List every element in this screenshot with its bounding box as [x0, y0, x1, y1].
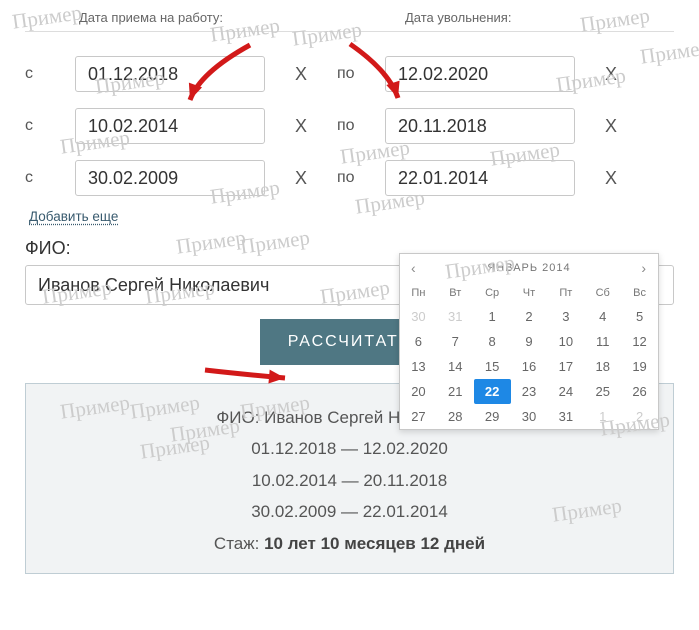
- calendar-day[interactable]: 30: [511, 404, 548, 429]
- calendar-dow: Сб: [584, 282, 621, 304]
- calendar-day[interactable]: 25: [584, 379, 621, 404]
- clear-from-button[interactable]: X: [265, 168, 337, 189]
- calendar-day[interactable]: 6: [400, 329, 437, 354]
- date-row: сXпоX: [25, 52, 674, 96]
- calendar-day[interactable]: 26: [621, 379, 658, 404]
- calendar-day[interactable]: 9: [511, 329, 548, 354]
- label-to: по: [337, 117, 385, 135]
- date-to-input[interactable]: [385, 56, 575, 92]
- calendar-day[interactable]: 1: [474, 304, 511, 329]
- date-row: сXпоX: [25, 104, 674, 148]
- calendar-day[interactable]: 18: [584, 354, 621, 379]
- result-stazh-label: Стаж:: [214, 534, 264, 553]
- calendar-day[interactable]: 31: [547, 404, 584, 429]
- clear-from-button[interactable]: X: [265, 116, 337, 137]
- calendar-day[interactable]: 20: [400, 379, 437, 404]
- date-to-input[interactable]: [385, 160, 575, 196]
- calendar-day[interactable]: 8: [474, 329, 511, 354]
- header-hire-date: Дата приема на работу:: [25, 10, 335, 25]
- date-picker-popup: ‹ ЯНВАРЬ 2014 › ПнВтСрЧтПтСбВс3031123456…: [399, 253, 659, 430]
- calendar-day[interactable]: 3: [547, 304, 584, 329]
- calendar-day[interactable]: 13: [400, 354, 437, 379]
- label-to: по: [337, 169, 385, 187]
- calendar-dow: Чт: [511, 282, 548, 304]
- result-range-2: 10.02.2014 — 20.11.2018: [36, 465, 663, 496]
- calendar-day[interactable]: 2: [621, 404, 658, 429]
- label-to: по: [337, 65, 385, 83]
- calendar-day[interactable]: 4: [584, 304, 621, 329]
- calendar-day[interactable]: 14: [437, 354, 474, 379]
- label-from: с: [25, 169, 75, 187]
- calendar-day[interactable]: 27: [400, 404, 437, 429]
- result-stazh-value: 10 лет 10 месяцев 12 дней: [264, 534, 485, 553]
- calendar-day[interactable]: 31: [437, 304, 474, 329]
- calendar-dow: Вт: [437, 282, 474, 304]
- date-from-input[interactable]: [75, 108, 265, 144]
- result-range-3: 30.02.2009 — 22.01.2014: [36, 496, 663, 527]
- calendar-dow: Ср: [474, 282, 511, 304]
- calendar-day[interactable]: 29: [474, 404, 511, 429]
- calendar-dow: Пн: [400, 282, 437, 304]
- calendar-title: ЯНВАРЬ 2014: [422, 262, 637, 274]
- result-fio-label: ФИО:: [216, 408, 264, 427]
- calendar-day[interactable]: 23: [511, 379, 548, 404]
- clear-from-button[interactable]: X: [265, 64, 337, 85]
- header-fire-date: Дата увольнения:: [335, 10, 511, 25]
- calendar-next[interactable]: ›: [636, 258, 652, 278]
- calendar-day[interactable]: 24: [547, 379, 584, 404]
- calendar-day[interactable]: 7: [437, 329, 474, 354]
- date-from-input[interactable]: [75, 160, 265, 196]
- date-from-input[interactable]: [75, 56, 265, 92]
- add-more-link[interactable]: Добавить еще: [29, 209, 118, 224]
- label-from: с: [25, 65, 75, 83]
- calendar-dow: Вс: [621, 282, 658, 304]
- calendar-day[interactable]: 19: [621, 354, 658, 379]
- clear-to-button[interactable]: X: [575, 64, 647, 85]
- date-to-input[interactable]: [385, 108, 575, 144]
- calendar-day[interactable]: 22: [474, 379, 511, 404]
- clear-to-button[interactable]: X: [575, 116, 647, 137]
- calendar-day[interactable]: 17: [547, 354, 584, 379]
- calendar-day[interactable]: 2: [511, 304, 548, 329]
- result-range-1: 01.12.2018 — 12.02.2020: [36, 433, 663, 464]
- calendar-day[interactable]: 28: [437, 404, 474, 429]
- calendar-day[interactable]: 15: [474, 354, 511, 379]
- calendar-day[interactable]: 12: [621, 329, 658, 354]
- date-row: сXпоX: [25, 156, 674, 200]
- calendar-day[interactable]: 1: [584, 404, 621, 429]
- label-from: с: [25, 117, 75, 135]
- calendar-prev[interactable]: ‹: [406, 258, 422, 278]
- calendar-day[interactable]: 30: [400, 304, 437, 329]
- calendar-day[interactable]: 10: [547, 329, 584, 354]
- clear-to-button[interactable]: X: [575, 168, 647, 189]
- calendar-day[interactable]: 11: [584, 329, 621, 354]
- calendar-day[interactable]: 5: [621, 304, 658, 329]
- calendar-day[interactable]: 16: [511, 354, 548, 379]
- calendar-day[interactable]: 21: [437, 379, 474, 404]
- calendar-dow: Пт: [547, 282, 584, 304]
